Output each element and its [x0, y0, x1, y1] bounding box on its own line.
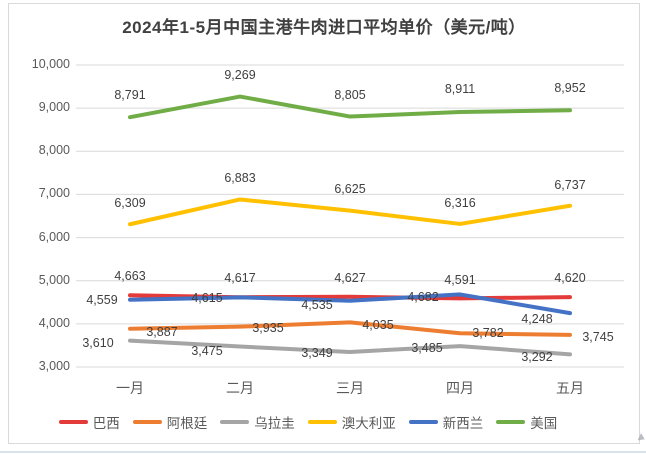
data-label-uruguay: 3,349: [301, 345, 333, 360]
data-label-brazil: 4,617: [224, 270, 256, 285]
data-label-brazil: 4,627: [334, 270, 366, 285]
x-axis-label: 二月: [226, 380, 254, 396]
data-label-australia: 6,737: [554, 177, 586, 192]
data-label-argentina: 3,745: [582, 329, 614, 344]
chart-title: 2024年1-5月中国主港牛肉进口平均单价（美元/吨）: [122, 18, 526, 37]
legend-item-new-zealand: 新西兰: [408, 412, 484, 432]
data-label-argentina: 3,782: [472, 326, 504, 340]
data-label-australia: 6,316: [444, 195, 476, 210]
y-axis-label: 8,000: [38, 143, 70, 158]
legend-label: 乌拉圭: [254, 416, 295, 431]
data-label-usa: 8,791: [114, 87, 146, 102]
page-bottom-divider: [0, 451, 646, 453]
legend-item-argentina: 阿根廷: [132, 412, 208, 432]
legend-item-brazil: 巴西: [58, 412, 120, 432]
data-label-brazil: 4,663: [114, 269, 146, 283]
x-axis-label: 四月: [446, 380, 474, 396]
data-label-australia: 6,883: [224, 171, 256, 186]
legend-label: 巴西: [92, 416, 120, 431]
data-label-australia: 6,309: [114, 195, 146, 210]
legend-item-australia: 澳大利亚: [307, 412, 396, 432]
data-label-uruguay: 3,475: [191, 343, 223, 358]
data-label-new-zealand: 4,682: [407, 290, 439, 305]
x-axis-label: 五月: [556, 380, 584, 396]
data-label-usa: 8,952: [554, 80, 586, 95]
legend-label: 美国: [530, 416, 558, 431]
series-line-usa: [128, 94, 572, 120]
data-label-new-zealand: 4,559: [86, 292, 118, 307]
y-axis-label: 10,000: [31, 57, 70, 71]
x-axis-label: 三月: [336, 380, 364, 396]
series-line-australia: [128, 197, 572, 227]
chart-frame: [8, 3, 640, 444]
data-label-new-zealand: 4,615: [191, 291, 223, 306]
y-axis-label: 6,000: [38, 229, 70, 244]
data-label-argentina: 3,935: [252, 320, 284, 335]
series-line-uruguay: [128, 338, 572, 357]
y-axis-label: 5,000: [38, 272, 70, 287]
legend-swatch-australia: [307, 419, 337, 425]
legend-item-uruguay: 乌拉圭: [220, 412, 295, 432]
data-label-new-zealand: 4,248: [521, 311, 553, 326]
legend-swatch-new-zealand: [408, 419, 438, 425]
data-label-australia: 6,625: [334, 181, 366, 196]
data-label-brazil: 4,591: [444, 273, 476, 288]
data-label-uruguay: 3,485: [411, 340, 443, 355]
legend-swatch-argentina: [132, 419, 162, 425]
legend-label: 新西兰: [442, 416, 484, 431]
series-line-new-zealand: [128, 292, 572, 316]
data-label-argentina: 4,035: [362, 318, 394, 333]
y-axis-label: 9,000: [38, 100, 70, 115]
data-label-new-zealand: 4,535: [301, 297, 333, 312]
legend: 巴西 阿根廷 乌拉圭 澳大利亚 新西兰 美国: [8, 412, 608, 432]
legend-swatch-brazil: [58, 419, 88, 425]
legend-label: 阿根廷: [166, 416, 208, 431]
data-label-uruguay: 3,610: [82, 335, 114, 350]
data-label-argentina: 3,887: [146, 324, 178, 339]
legend-item-usa: 美国: [496, 412, 557, 432]
legend-label: 澳大利亚: [341, 416, 396, 431]
y-axis-label: 3,000: [38, 359, 70, 373]
data-label-usa: 8,911: [444, 81, 476, 96]
data-label-uruguay: 3,292: [521, 350, 553, 365]
series-line-argentina: [128, 320, 572, 337]
data-label-usa: 9,269: [224, 67, 256, 82]
x-axis-label: 一月: [116, 380, 144, 396]
legend-swatch-usa: [496, 419, 526, 425]
legend-swatch-uruguay: [220, 419, 250, 425]
y-axis-label: 7,000: [38, 186, 70, 201]
data-label-brazil: 4,620: [554, 270, 586, 285]
data-label-usa: 8,805: [334, 87, 366, 102]
y-axis-label: 4,000: [38, 315, 70, 330]
